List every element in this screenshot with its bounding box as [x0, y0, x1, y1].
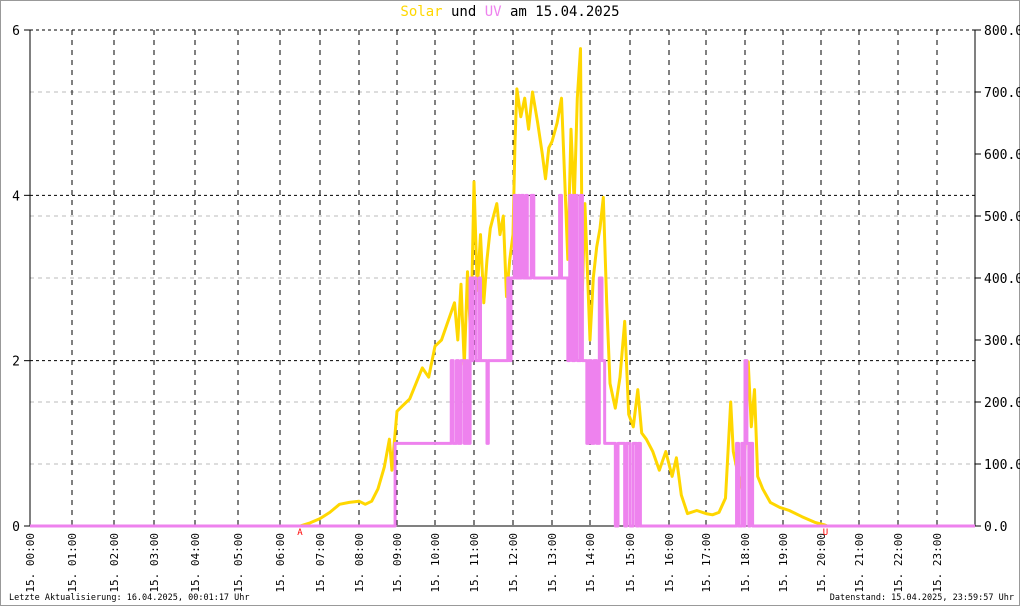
left-axis-label: 4 — [12, 189, 20, 204]
right-axis-label: 100.0 — [984, 458, 1020, 473]
x-axis-label: 15. 21:00 — [853, 533, 866, 593]
x-axis-label: 15. 08:00 — [353, 533, 366, 593]
right-axis-label: 500.0 — [984, 210, 1020, 225]
x-axis-label: 15. 05:00 — [232, 533, 245, 593]
right-axis-label: 200.0 — [984, 396, 1020, 411]
last-update-text: Letzte Aktualisierung: 16.04.2025, 00:01… — [9, 593, 250, 603]
right-axis-label: 600.0 — [984, 148, 1020, 163]
x-axis-label: 15. 18:00 — [739, 533, 752, 593]
x-axis-label: 15. 11:00 — [468, 533, 481, 593]
x-axis-label: 15. 04:00 — [189, 533, 202, 593]
x-axis-label: 15. 01:00 — [66, 533, 79, 593]
x-axis-label: 15. 09:00 — [391, 533, 404, 593]
x-axis-label: 15. 16:00 — [663, 533, 676, 593]
data-status-text: Datenstand: 15.04.2025, 23:59:57 Uhr — [829, 593, 1014, 603]
chart-title: Solar und UV am 15.04.2025 — [0, 4, 1020, 20]
title-und: und — [442, 4, 485, 20]
x-axis-label: 15. 17:00 — [700, 533, 713, 593]
right-axis-label: 0.0 — [984, 520, 1007, 535]
title-uv: UV — [484, 4, 502, 20]
x-axis-label: 15. 12:00 — [507, 533, 520, 593]
title-date: am 15.04.2025 — [501, 4, 620, 20]
right-axis-label: 300.0 — [984, 334, 1020, 349]
left-axis-label: 6 — [12, 24, 20, 39]
right-axis-label: 700.0 — [984, 86, 1020, 101]
x-axis-label: 15. 15:00 — [624, 533, 637, 593]
series-solar-line — [30, 47, 975, 528]
x-axis-label: 15. 00:00 — [24, 533, 37, 593]
x-axis-label: 15. 20:00 — [815, 533, 828, 593]
x-axis-label: 15. 13:00 — [546, 533, 559, 593]
title-solar: Solar — [400, 4, 443, 20]
right-axis-label: 800.0 — [984, 24, 1020, 39]
x-axis-label: 15. 06:00 — [274, 533, 287, 593]
right-axis-label: 400.0 — [984, 272, 1020, 287]
left-axis-label: 2 — [12, 355, 20, 370]
x-axis-label: 15. 14:00 — [584, 533, 597, 593]
marker-a: A — [297, 528, 303, 538]
x-axis-label: 15. 03:00 — [148, 533, 161, 593]
x-axis-label: 15. 23:00 — [931, 533, 944, 593]
series-uv-line — [30, 193, 975, 528]
x-axis-label: 15. 07:00 — [314, 533, 327, 593]
x-axis-label: 15. 19:00 — [777, 533, 790, 593]
marker-u: U — [823, 528, 828, 538]
x-axis-label: 15. 02:00 — [108, 533, 121, 593]
x-axis-label: 15. 22:00 — [892, 533, 905, 593]
left-axis-label: 0 — [12, 520, 20, 535]
x-axis-label: 15. 10:00 — [429, 533, 442, 593]
